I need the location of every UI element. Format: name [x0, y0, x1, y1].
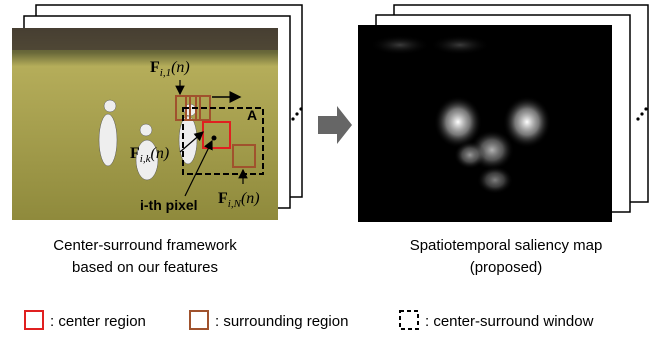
legend-label: : center region [50, 313, 146, 330]
legend-swatch [25, 311, 43, 329]
diagram: Fi,1(n) Fi,k(n) Fi,N(n) A i-th pixel Cen… [0, 0, 667, 339]
caption: Spatiotemporal saliency map [410, 237, 603, 254]
legend-swatch [190, 311, 208, 329]
pixel-label: i-th pixel [140, 197, 198, 213]
legend-label: : center-surround window [425, 313, 594, 330]
legend-swatch [400, 311, 418, 329]
caption: Center-surround framework [53, 237, 237, 254]
saliency-map [358, 25, 612, 222]
legend-label: : surrounding region [215, 313, 348, 330]
photo [12, 28, 278, 220]
caption: based on our features [72, 259, 218, 276]
region-label: A [247, 107, 257, 123]
caption: (proposed) [470, 259, 543, 276]
arrow [318, 106, 352, 144]
